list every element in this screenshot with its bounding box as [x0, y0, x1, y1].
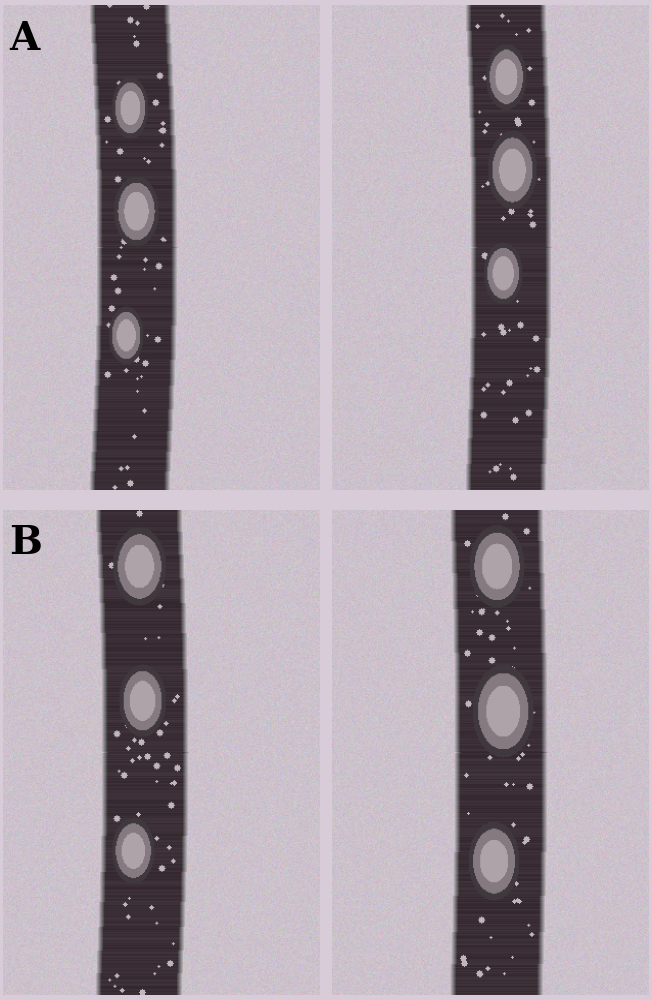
Text: B: B — [10, 524, 42, 562]
Text: A: A — [10, 20, 40, 58]
